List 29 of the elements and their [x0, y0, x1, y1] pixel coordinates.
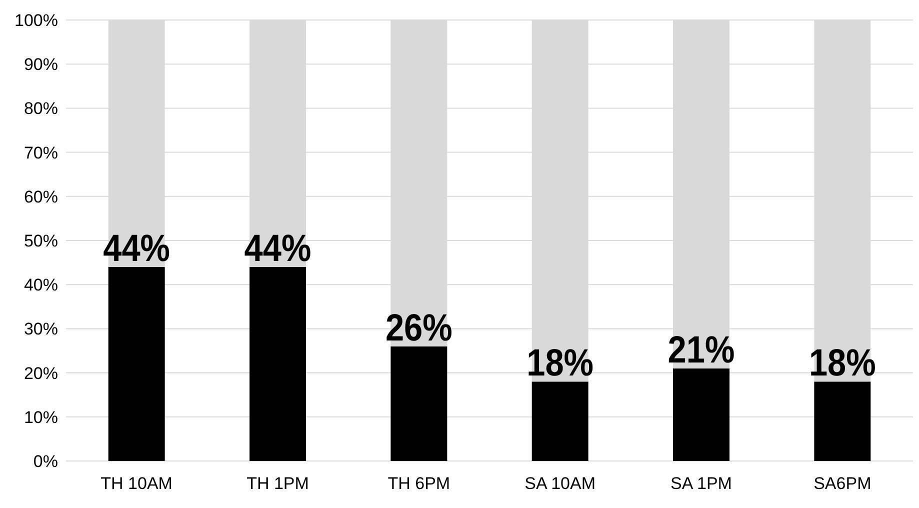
- y-tick-label: 30%: [24, 320, 58, 339]
- y-tick-label: 40%: [24, 276, 58, 295]
- data-label: 44%: [103, 226, 170, 270]
- data-label: 21%: [668, 328, 735, 371]
- y-tick-label: 20%: [24, 364, 58, 383]
- y-tick-label: 10%: [24, 408, 58, 427]
- y-tick-label: 70%: [24, 143, 58, 162]
- y-tick-label: 50%: [24, 231, 58, 250]
- x-tick-label: SA 10AM: [524, 474, 596, 493]
- data-label: 18%: [526, 342, 594, 384]
- bar: [108, 266, 165, 461]
- y-tick-label: 90%: [24, 55, 58, 74]
- data-label: 44%: [244, 226, 312, 270]
- bar: [673, 368, 730, 461]
- bar: [250, 266, 306, 461]
- data-label: 18%: [808, 342, 876, 384]
- bar: [390, 346, 448, 461]
- x-tick-label: TH 10AM: [100, 474, 172, 493]
- y-tick-label: 0%: [33, 452, 58, 471]
- data-label: 26%: [385, 306, 452, 349]
- x-tick-label: TH 6PM: [388, 474, 450, 493]
- y-tick-label: 80%: [24, 99, 58, 118]
- bar: [532, 382, 588, 461]
- bar: [814, 382, 871, 461]
- y-tick-label: 100%: [14, 10, 58, 30]
- x-tick-label: SA 1PM: [670, 474, 732, 493]
- x-tick-label: SA6PM: [814, 474, 872, 493]
- y-tick-label: 60%: [24, 187, 58, 206]
- x-tick-label: TH 1PM: [246, 474, 309, 493]
